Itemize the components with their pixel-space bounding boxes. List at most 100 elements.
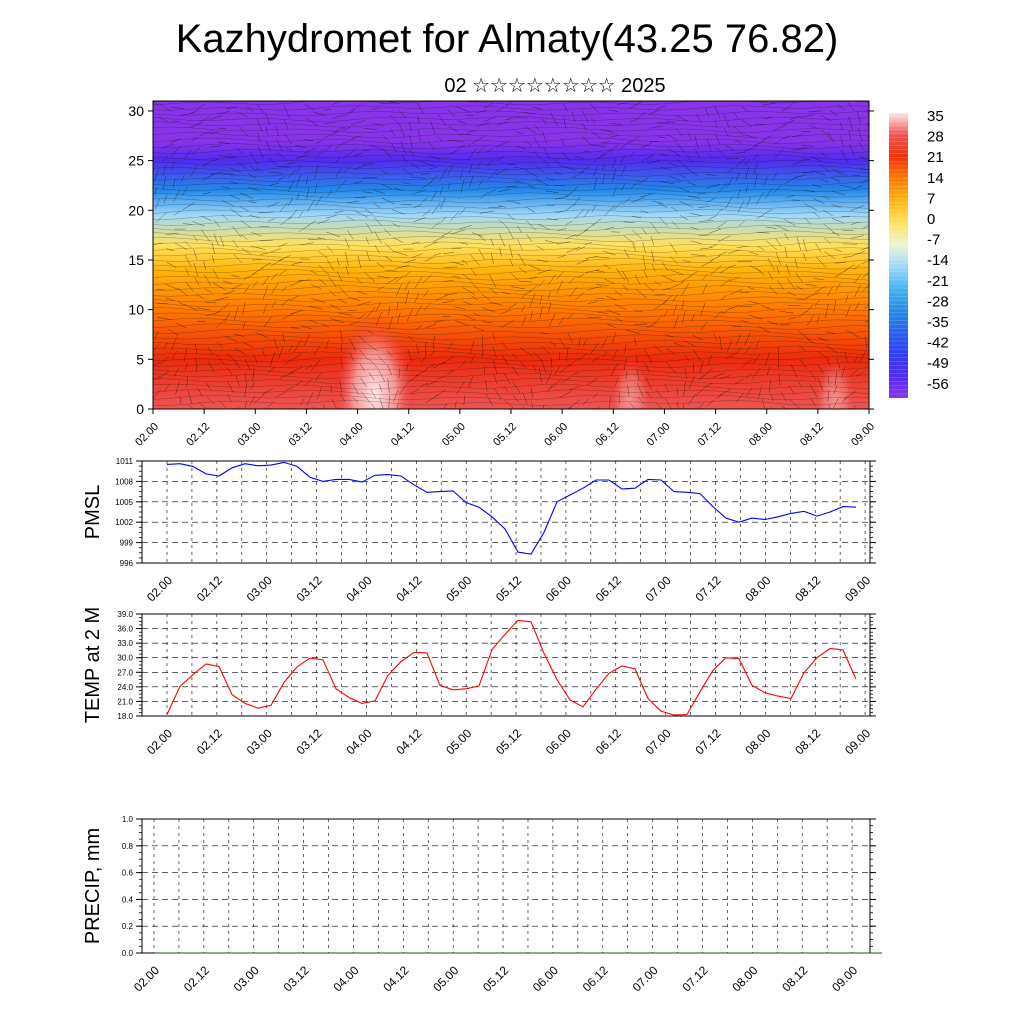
isotherm-line bbox=[153, 126, 869, 133]
time-tick-label: 06.00 bbox=[530, 963, 561, 994]
y-tick-label: 39.0 bbox=[117, 610, 133, 619]
colorbar-tick-label: -28 bbox=[927, 293, 949, 310]
isotherm-line bbox=[153, 214, 869, 221]
time-tick-label: 03.12 bbox=[287, 421, 315, 449]
time-tick-label: 02.00 bbox=[131, 963, 162, 994]
isotherm-line bbox=[153, 149, 869, 155]
isotherm-line bbox=[153, 351, 869, 357]
y-tick-label: 1008 bbox=[115, 477, 133, 486]
time-tick-label: 03.00 bbox=[231, 963, 262, 994]
isotherm-line bbox=[153, 356, 869, 363]
y-tick-label: 0.0 bbox=[122, 949, 134, 958]
time-tick-label: 06.12 bbox=[580, 963, 611, 994]
time-tick-label: 06.00 bbox=[543, 726, 574, 757]
colorbar-tick-label: -56 bbox=[927, 376, 949, 393]
isotherm-line bbox=[153, 329, 869, 335]
panel-frame bbox=[141, 613, 871, 717]
isotherm-line bbox=[153, 170, 869, 177]
colorbar-tick-label: -7 bbox=[927, 232, 940, 249]
isotherm-line bbox=[153, 105, 869, 111]
colorbar-tick-label: 14 bbox=[927, 170, 944, 187]
time-tick-label: 03.00 bbox=[235, 421, 263, 449]
colorbar-tick-label: -35 bbox=[927, 314, 949, 331]
colorbar-tick-label: -14 bbox=[927, 252, 949, 269]
isotherm-line bbox=[153, 296, 869, 302]
colorbar-tick-label: -42 bbox=[927, 335, 949, 352]
panel-frame bbox=[141, 460, 871, 564]
time-tick-label: 08.00 bbox=[742, 726, 773, 757]
height-tick-label: 30 bbox=[128, 103, 144, 119]
isotherm-line bbox=[153, 225, 869, 232]
warm-cores bbox=[332, 314, 857, 409]
time-tick-label: 05.12 bbox=[493, 573, 524, 604]
colorbar-tick-label: 21 bbox=[927, 149, 944, 166]
colorbar-tick-label: -21 bbox=[927, 273, 949, 290]
y-axis-label: PRECIP, mm bbox=[82, 828, 104, 944]
pmsl-panel: 1011 1008 1005 1002 999 996 PMSL 02.00 02.12 03.0… bbox=[82, 457, 876, 604]
time-tick-label: 09.00 bbox=[842, 726, 873, 757]
y-axis-label: PMSL bbox=[82, 485, 104, 539]
y-tick-label: 27.0 bbox=[117, 668, 133, 677]
time-tick-label: 05.12 bbox=[493, 726, 524, 757]
isotherm-line bbox=[153, 334, 869, 341]
y-tick-label: 0.2 bbox=[122, 922, 134, 931]
time-tick-label: 04.12 bbox=[393, 726, 424, 757]
colorbar-tick-label: 0 bbox=[927, 211, 935, 228]
time-tick-label: 07.00 bbox=[630, 963, 661, 994]
time-tick-label: 08.12 bbox=[792, 726, 823, 757]
isotherm-line bbox=[153, 340, 869, 346]
height-tick-label: 5 bbox=[136, 351, 144, 367]
page-subtitle: 02 ☆☆☆☆☆☆☆☆ 2025 bbox=[444, 75, 665, 97]
time-tick-label: 08.12 bbox=[798, 421, 826, 449]
isotherm-line bbox=[153, 395, 869, 401]
isotherm-line bbox=[153, 274, 869, 281]
time-tick-label: 02.12 bbox=[194, 573, 225, 604]
time-tick-label: 05.12 bbox=[491, 421, 519, 449]
time-tick-label: 03.12 bbox=[294, 726, 325, 757]
isotherm-line bbox=[153, 181, 869, 188]
isotherm-line bbox=[153, 345, 869, 351]
isotherm-line bbox=[153, 219, 869, 226]
time-tick-label: 05.00 bbox=[430, 963, 461, 994]
isotherm-line bbox=[153, 307, 869, 313]
time-tick-label: 07.12 bbox=[692, 573, 723, 604]
time-tick-label: 02.12 bbox=[194, 726, 225, 757]
height-tick-label: 25 bbox=[128, 153, 144, 169]
precip-panel: 1.0 0.8 0.6 0.4 0.2 0.0 PRECIP, mm 02.00 02.12 03… bbox=[82, 815, 882, 994]
isotherm-line bbox=[153, 101, 869, 106]
temperature-field bbox=[153, 101, 869, 409]
isotherm-line bbox=[153, 258, 869, 264]
panel-frame bbox=[141, 818, 871, 954]
y-tick-label: 36.0 bbox=[117, 625, 133, 634]
cross-section-panel: 0 5 10 15 20 25 30 02.00 02.12 03.00 03.12 04.00 04… bbox=[128, 100, 949, 449]
time-tick-label: 09.00 bbox=[849, 421, 877, 449]
isotherm-line bbox=[153, 252, 869, 259]
time-tick-label: 06.00 bbox=[542, 421, 570, 449]
time-tick-label: 05.12 bbox=[480, 963, 511, 994]
time-tick-label: 03.12 bbox=[294, 573, 325, 604]
y-tick-label: 999 bbox=[120, 539, 134, 548]
isotherm-line bbox=[153, 302, 869, 308]
isotherm-line bbox=[153, 361, 869, 368]
data-series-line bbox=[166, 619, 857, 716]
isotherm-line bbox=[153, 285, 869, 292]
colorbar-tick-label: -49 bbox=[927, 355, 949, 372]
time-tick-label: 02.12 bbox=[184, 421, 212, 449]
time-tick-label: 04.00 bbox=[343, 726, 374, 757]
y-tick-label: 21.0 bbox=[117, 697, 133, 706]
time-tick-label: 04.12 bbox=[380, 963, 411, 994]
time-tick-label: 09.00 bbox=[829, 963, 860, 994]
height-tick-label: 20 bbox=[128, 202, 144, 218]
y-tick-label: 0.4 bbox=[122, 895, 134, 904]
y-tick-label: 0.8 bbox=[122, 842, 134, 851]
time-tick-label: 07.00 bbox=[645, 421, 673, 449]
time-tick-label: 04.00 bbox=[343, 573, 374, 604]
isotherm-line bbox=[153, 175, 869, 183]
time-tick-label: 04.12 bbox=[393, 573, 424, 604]
isotherm-line bbox=[153, 198, 869, 204]
warm-core-2 bbox=[812, 354, 857, 409]
isotherm-line bbox=[153, 230, 869, 237]
time-tick-label: 06.00 bbox=[543, 573, 574, 604]
